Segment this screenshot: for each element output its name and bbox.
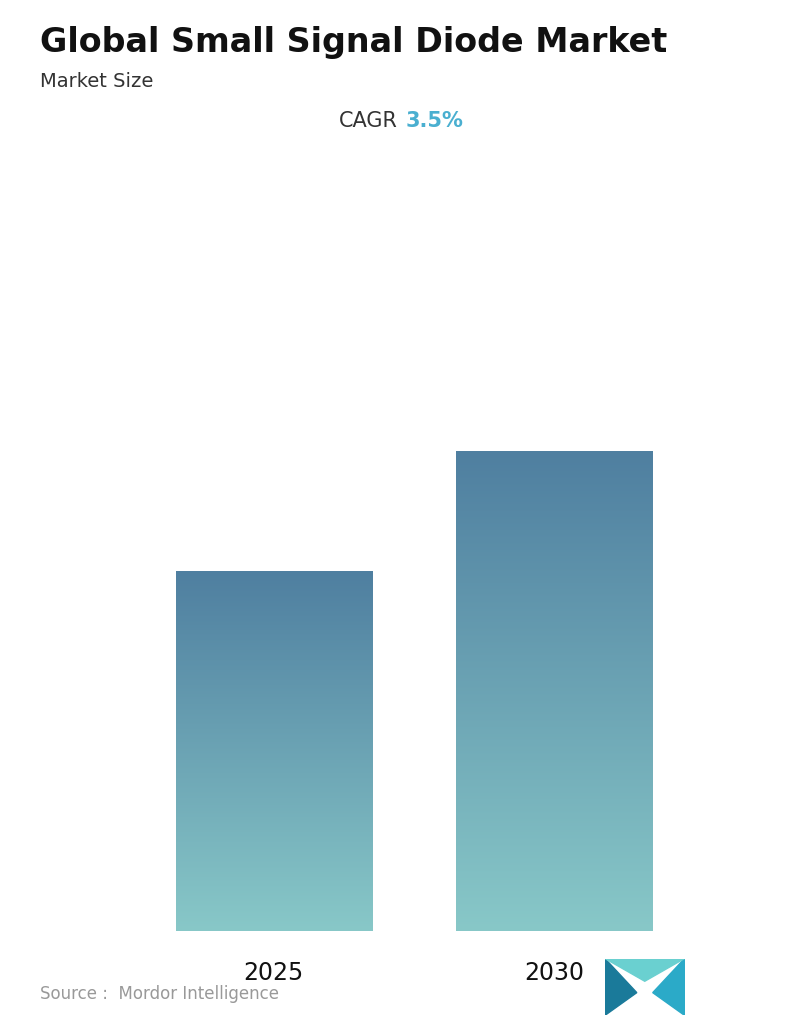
Text: Global Small Signal Diode Market: Global Small Signal Diode Market xyxy=(40,26,667,59)
Polygon shape xyxy=(605,959,685,981)
Text: CAGR: CAGR xyxy=(339,111,398,130)
Text: Market Size: Market Size xyxy=(40,72,153,91)
Text: 2030: 2030 xyxy=(524,961,584,984)
Polygon shape xyxy=(653,959,685,1015)
Polygon shape xyxy=(605,959,637,1015)
Text: 2025: 2025 xyxy=(244,961,304,984)
Text: Source :  Mordor Intelligence: Source : Mordor Intelligence xyxy=(40,985,279,1003)
Text: 3.5%: 3.5% xyxy=(406,111,464,130)
